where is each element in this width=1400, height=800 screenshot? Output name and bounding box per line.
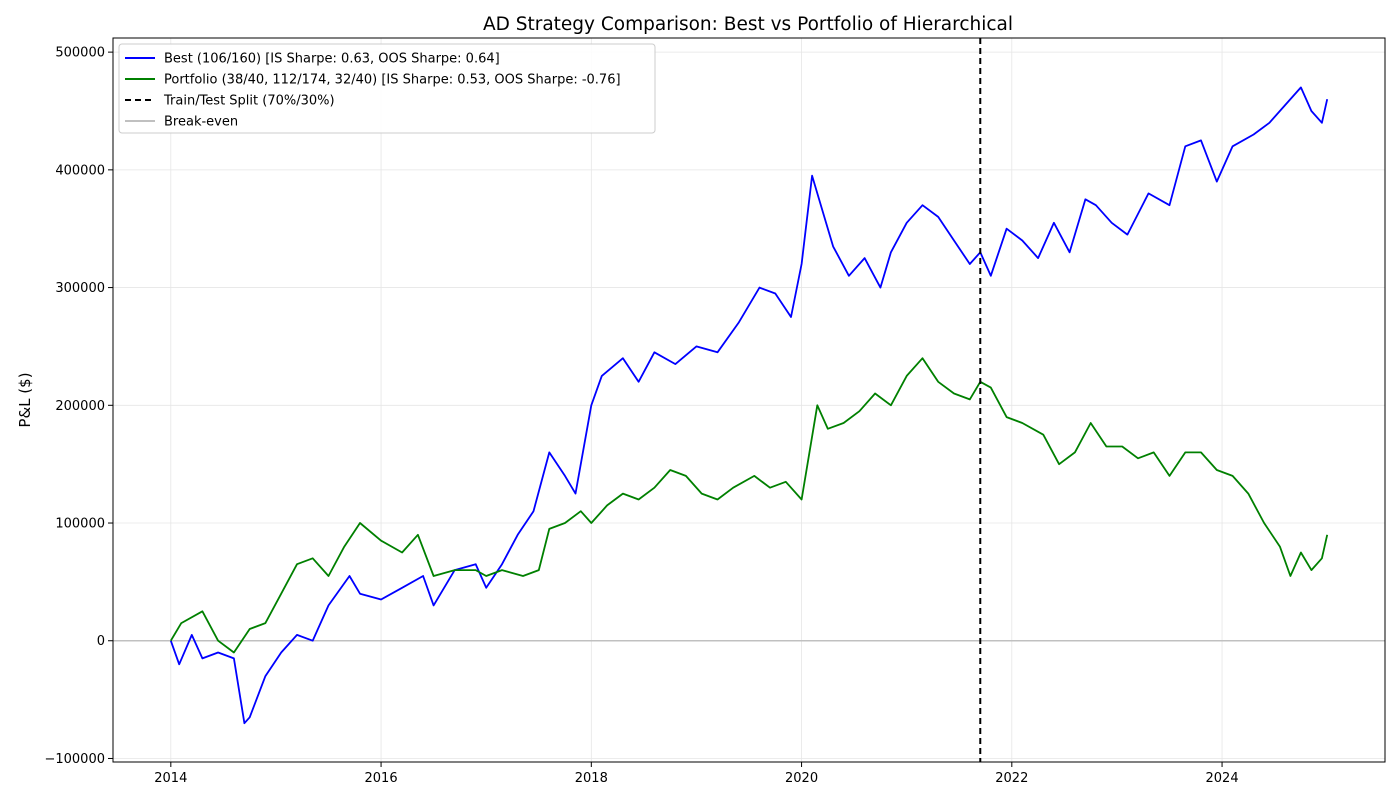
y-tick-label: 400000 <box>55 163 105 178</box>
y-tick-label: −100000 <box>44 752 105 767</box>
y-tick-label: 200000 <box>55 399 105 414</box>
legend: Best (106/160) [IS Sharpe: 0.63, OOS Sha… <box>118 43 656 134</box>
x-tick-label: 2024 <box>1206 771 1239 786</box>
legend-box <box>118 43 656 134</box>
y-tick-label: 100000 <box>55 517 105 532</box>
y-tick-label: 300000 <box>55 281 105 296</box>
x-tick-label: 2022 <box>995 771 1028 786</box>
x-tick-label: 2018 <box>575 771 608 786</box>
x-tick-label: 2020 <box>785 771 818 786</box>
y-axis-label: P&L ($) <box>16 372 34 427</box>
legend-label: Train/Test Split (70%/30%) <box>163 94 335 109</box>
legend-label: Best (106/160) [IS Sharpe: 0.63, OOS Sha… <box>164 52 500 67</box>
series-line-0 <box>169 86 1329 725</box>
chart-title: AD Strategy Comparison: Best vs Portfoli… <box>483 14 1013 35</box>
y-axis: −100000 0 100000 200000 300000 400000 500000 <box>44 46 113 767</box>
x-tick-label: 2016 <box>365 771 398 786</box>
x-axis: 2014 2016 2018 2020 2022 2024 <box>154 762 1239 786</box>
plot-frame <box>112 37 1386 763</box>
series-layer <box>169 86 1329 725</box>
y-tick-label: 0 <box>97 634 105 649</box>
x-tick-label: 2014 <box>154 771 187 786</box>
y-tick-label: 500000 <box>55 46 105 61</box>
series-line-1 <box>170 357 1329 654</box>
legend-label: Break-even <box>164 115 238 130</box>
legend-label: Portfolio (38/40, 112/174, 32/40) [IS Sh… <box>164 73 621 88</box>
